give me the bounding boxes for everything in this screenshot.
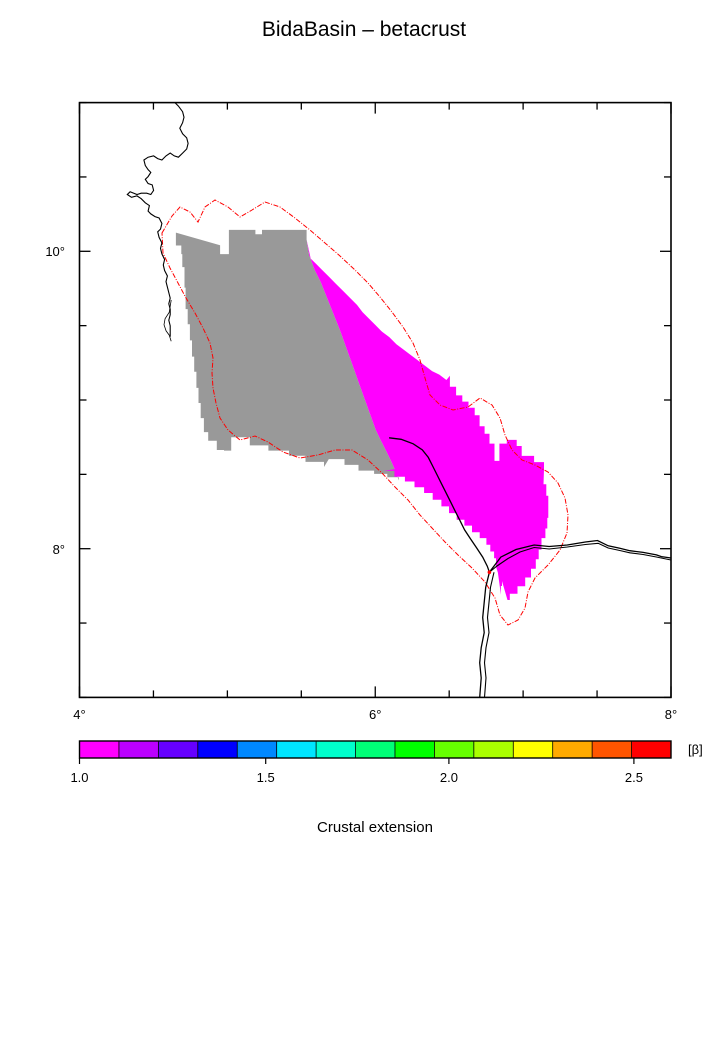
svg-text:[β]: [β] <box>688 742 703 757</box>
svg-text:2.5: 2.5 <box>625 770 643 785</box>
svg-text:Crustal extension: Crustal extension <box>317 819 433 836</box>
svg-text:8°: 8° <box>53 542 65 557</box>
svg-text:8°: 8° <box>665 707 677 722</box>
svg-text:4°: 4° <box>73 707 85 722</box>
svg-text:10°: 10° <box>45 244 65 259</box>
svg-text:2.0: 2.0 <box>440 770 458 785</box>
svg-text:BidaBasin – betacrust: BidaBasin – betacrust <box>262 18 466 41</box>
svg-text:6°: 6° <box>369 707 381 722</box>
svg-text:1.5: 1.5 <box>257 770 275 785</box>
svg-text:1.0: 1.0 <box>70 770 88 785</box>
